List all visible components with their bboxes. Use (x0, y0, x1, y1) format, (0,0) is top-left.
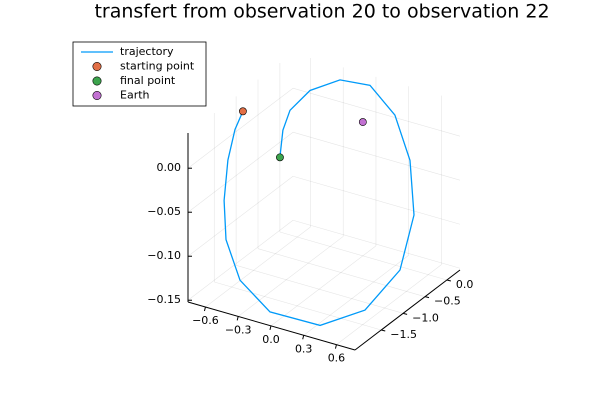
legend-swatch (92, 61, 102, 71)
x-tick-label: 0.3 (295, 342, 313, 355)
grid-line (292, 219, 461, 269)
point-marker (239, 107, 247, 116)
z-tick-label: −0.15 (147, 293, 181, 306)
x-axis (187, 301, 356, 351)
grid-line (236, 265, 404, 314)
grid-line (292, 175, 461, 225)
y-tick (424, 296, 430, 299)
grid-line (187, 131, 294, 213)
trajectory-line (223, 79, 415, 327)
y-tick-label: −1.0 (412, 311, 439, 324)
grid-line (336, 264, 442, 345)
x-tick (334, 344, 337, 349)
x-tick-label: −0.3 (225, 323, 252, 336)
x-tick-label: 0.6 (328, 352, 346, 365)
x-tick-label: 0.0 (262, 333, 280, 346)
grid-line (187, 220, 294, 301)
grid-line (214, 281, 382, 331)
grid-line (187, 175, 294, 257)
y-tick (446, 279, 451, 282)
grid-line (187, 87, 294, 169)
point-marker (358, 118, 367, 126)
z-tick-label: 0.00 (157, 161, 182, 174)
grid-line (303, 255, 409, 336)
y-tick (403, 312, 408, 315)
legend-label: starting point (120, 60, 195, 73)
grid-line (292, 131, 461, 181)
x-tick (203, 306, 206, 312)
legend-swatch (92, 91, 102, 101)
legend-label: trajectory (120, 45, 174, 58)
y-tick-label: −0.5 (434, 295, 461, 308)
grid-line (257, 248, 426, 297)
legend-label: final point (120, 74, 176, 87)
y-tick-label: −1.5 (390, 328, 417, 341)
x-tick (236, 316, 239, 321)
grid-line (292, 87, 461, 137)
x-tick (302, 335, 305, 340)
grid-line (205, 226, 311, 308)
legend-swatch (92, 76, 102, 86)
z-tick-label: −0.05 (147, 205, 181, 218)
x-tick-label: −0.6 (192, 314, 219, 327)
point-marker (276, 153, 284, 162)
legend-label: Earth (120, 89, 150, 102)
grid-line (279, 231, 447, 281)
chart-title: transfert from observation 20 to observa… (94, 1, 549, 23)
y-axis (354, 269, 461, 351)
y-tick (381, 329, 386, 332)
grid-line (238, 236, 344, 317)
y-tick-label: 0.0 (456, 278, 474, 291)
z-tick-label: −0.10 (147, 249, 181, 262)
grid-line (270, 245, 377, 327)
x-tick (269, 325, 272, 330)
